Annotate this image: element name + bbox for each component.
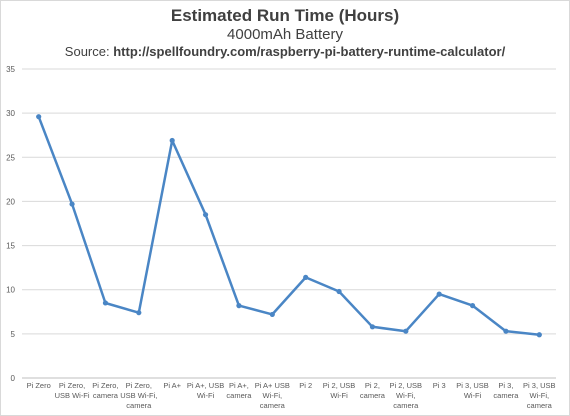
chart-title: Estimated Run Time (Hours) xyxy=(170,6,400,25)
y-tick-label: 25 xyxy=(6,153,15,162)
x-tick-label: Pi 3, USB Wi-Fi, camera xyxy=(523,381,556,410)
data-point xyxy=(69,201,75,207)
y-tick-label: 35 xyxy=(6,65,15,74)
x-tick-label: Pi A+ xyxy=(163,381,181,390)
x-tick-label: Pi 2, USB Wi-Fi, camera xyxy=(390,381,423,410)
data-point xyxy=(36,114,42,120)
data-point xyxy=(536,332,542,338)
data-point xyxy=(503,328,509,334)
source-label: Source: xyxy=(64,44,114,59)
x-tick-label: Pi Zero, camera xyxy=(92,381,118,400)
gridlines xyxy=(22,68,556,379)
data-point xyxy=(136,310,142,316)
series-line-group xyxy=(36,114,542,338)
y-tick-label: 15 xyxy=(6,242,15,251)
x-tick-label: Pi 3, camera xyxy=(493,381,519,400)
x-tick-label: Pi Zero xyxy=(27,381,51,390)
series-line xyxy=(37,115,541,336)
x-tick-label: Pi 3 xyxy=(433,381,446,390)
y-tick-label: 20 xyxy=(6,197,15,206)
data-point xyxy=(303,274,309,280)
data-point xyxy=(336,288,342,295)
y-tick-label: 5 xyxy=(11,330,16,339)
x-tick-label: Pi A+ USB Wi-Fi, camera xyxy=(255,381,290,410)
x-tick-label: Pi 2, USB Wi-Fi xyxy=(323,381,356,400)
y-tick-label: 0 xyxy=(11,374,16,383)
data-point xyxy=(169,137,175,144)
data-point xyxy=(436,291,442,297)
y-tick-label: 30 xyxy=(6,109,15,118)
x-tick-label: Pi Zero, USB Wi-Fi, camera xyxy=(120,381,157,410)
data-point xyxy=(202,212,209,218)
x-tick-label: Pi 3, USB Wi-Fi xyxy=(456,381,489,400)
y-axis-tick-labels: 0 5 10 15 20 25 30 35 xyxy=(6,65,15,383)
x-tick-label: Pi 2 xyxy=(299,381,312,390)
x-tick-label: Pi A+, USB Wi-Fi xyxy=(187,381,224,400)
source-url: http://spellfoundry.com/raspberry-pi-bat… xyxy=(113,44,506,59)
data-point xyxy=(469,303,476,309)
y-tick-label: 10 xyxy=(6,286,15,295)
data-point xyxy=(369,324,376,330)
data-point xyxy=(403,328,409,334)
x-tick-label: Pi 2, camera xyxy=(360,381,386,400)
x-tick-label: Pi A+, camera xyxy=(226,381,252,400)
chart-source: Source: http://spellfoundry.com/raspberr… xyxy=(0,44,570,59)
data-point xyxy=(269,311,275,318)
data-point xyxy=(236,303,242,309)
data-point xyxy=(102,300,109,306)
chart-subtitle: 4000mAh Battery xyxy=(227,26,343,43)
x-tick-label: Pi Zero, USB Wi-Fi xyxy=(55,381,90,400)
